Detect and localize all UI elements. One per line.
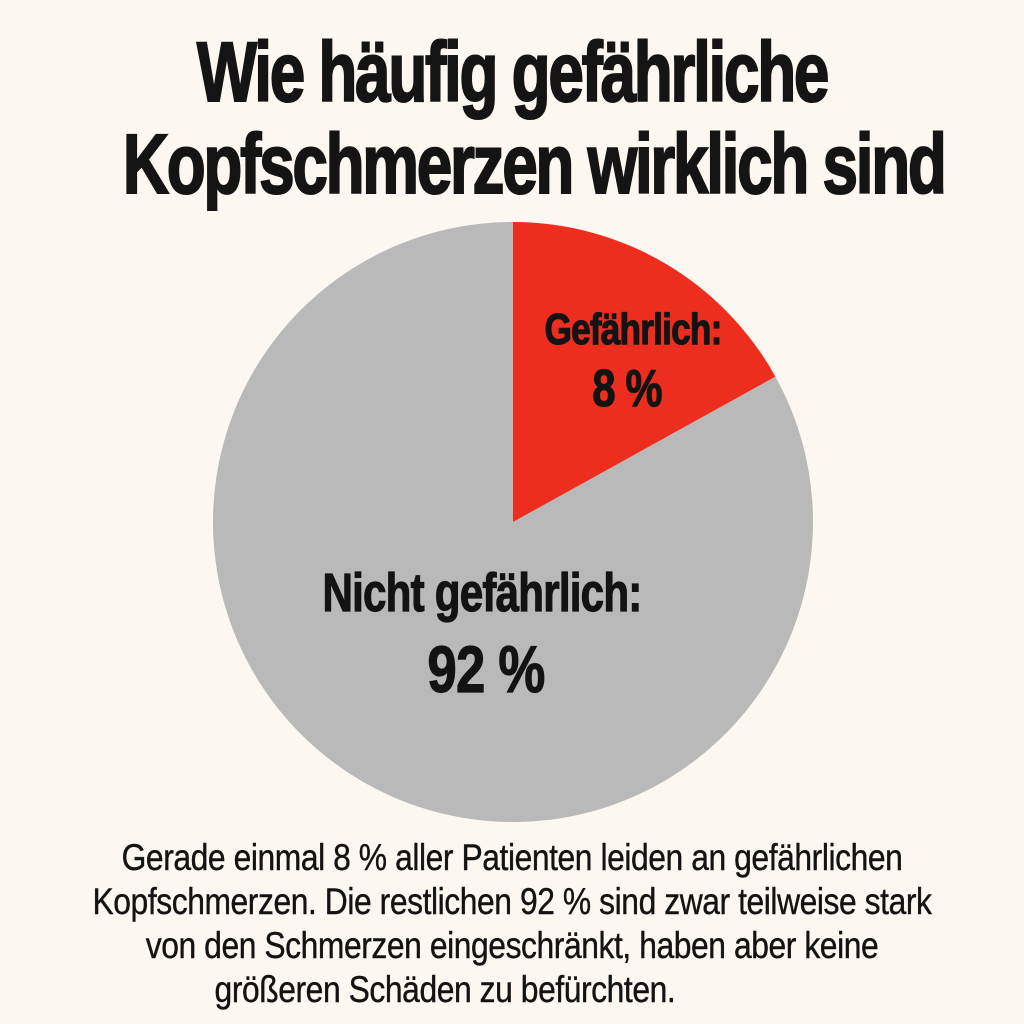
caption: Gerade einmal 8 % aller Patienten leiden… (72, 836, 953, 1012)
chart-title-line-2: Kopfschmerzen wirklich sind (122, 117, 948, 211)
slice-value-dangerous: 8 % (592, 359, 663, 418)
chart-title: Wie häufig gefährliche Kopfschmerzen wir… (122, 25, 948, 211)
chart-title-line-1: Wie häufig gefährliche (196, 25, 830, 119)
pie-slice-not-dangerous (213, 222, 813, 822)
slice-label-not-dangerous: Nicht gefährlich: (322, 562, 643, 623)
slice-value-not-dangerous: 92 % (427, 631, 546, 706)
pie-graphic (213, 222, 813, 822)
pie-chart: Gefährlich: 8 % Nicht gefährlich: 92 % (213, 222, 813, 822)
slice-label-dangerous: Gefährlich: (544, 304, 723, 354)
caption-line-2: Kopfschmerzen. Die restlichen 92 % sind … (92, 881, 932, 922)
caption-line-1: Gerade einmal 8 % aller Patienten leiden… (121, 837, 903, 878)
caption-line-3: von den Schmerzen eingeschränkt, haben a… (145, 925, 879, 966)
pie-slice-dangerous (513, 222, 776, 522)
caption-line-4: größeren Schäden zu befürchten. (214, 969, 676, 1010)
